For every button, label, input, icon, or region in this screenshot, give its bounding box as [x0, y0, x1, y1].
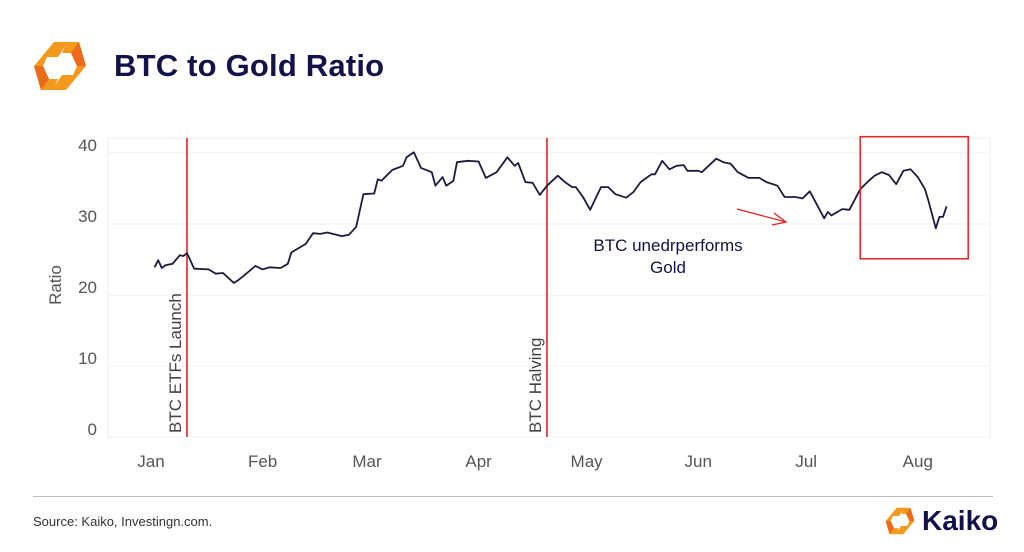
annotation-text-line1: BTC unedrperforms	[593, 236, 742, 255]
highlight-box	[859, 135, 969, 260]
y-tick-label: 30	[78, 207, 97, 226]
x-tick-label: Jun	[684, 452, 711, 471]
x-tick-label: Mar	[352, 452, 382, 471]
event-label: BTC Halving	[526, 338, 545, 433]
x-tick-label: Apr	[465, 452, 492, 471]
x-tick-label: May	[571, 452, 604, 471]
x-tick-label: Jan	[137, 452, 164, 471]
y-tick-label: 0	[88, 420, 97, 439]
brand-name: Kaiko	[922, 505, 999, 536]
y-tick-label: 40	[78, 136, 97, 155]
x-tick-label: Feb	[248, 452, 277, 471]
page-title: BTC to Gold Ratio	[114, 48, 385, 83]
footer-divider	[33, 496, 993, 497]
event-label: BTC ETFs Launch	[166, 293, 185, 433]
y-tick-label: 10	[78, 349, 97, 368]
series-line	[153, 151, 948, 284]
source-note: Source: Kaiko, Investingn.com.	[33, 514, 213, 529]
x-tick-label: Aug	[903, 452, 933, 471]
annotation-arrow	[736, 208, 788, 226]
y-tick-label: 20	[78, 278, 97, 297]
x-tick-label: Jul	[795, 452, 817, 471]
y-axis-label: Ratio	[46, 265, 65, 305]
annotation-text-line2: Gold	[650, 258, 686, 277]
